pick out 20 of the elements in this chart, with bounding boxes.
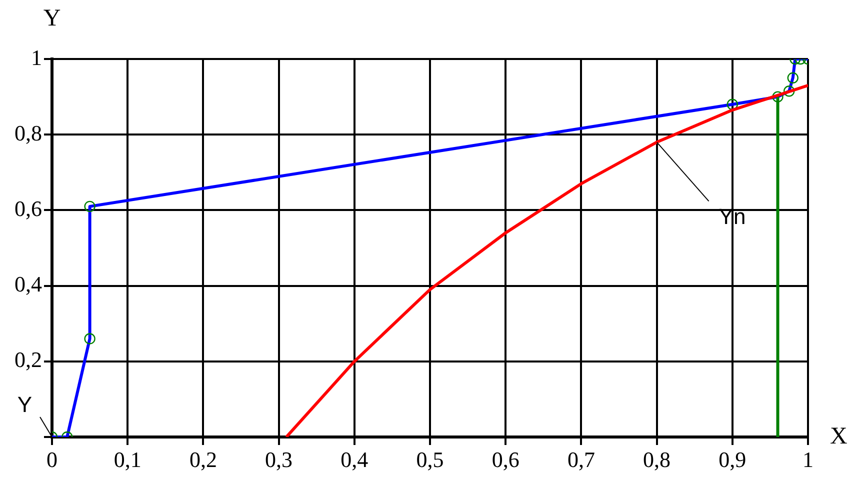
x-tick-label: 0,1 bbox=[114, 446, 142, 472]
x-tick-label: 0,9 bbox=[718, 446, 746, 472]
y-axis-title: Y bbox=[43, 5, 61, 32]
y-tick-label: 0,8 bbox=[14, 120, 42, 146]
x-axis-title: X bbox=[830, 423, 848, 450]
y-tick-label: 0,4 bbox=[14, 272, 42, 297]
annotation: Y bbox=[17, 392, 32, 418]
x-tick-label: 0,7 bbox=[567, 446, 595, 472]
y-tick-label: 0,6 bbox=[14, 196, 42, 221]
y-tick-label: 1 bbox=[31, 44, 42, 70]
x-tick-label: 0,4 bbox=[340, 446, 368, 472]
x-tick-label: 0,8 bbox=[643, 446, 671, 472]
x-tick-label: 0,5 bbox=[416, 446, 444, 472]
x-tick-label: 0,6 bbox=[492, 446, 520, 472]
x-tick-label: 1 bbox=[802, 446, 814, 472]
y-tick-label: 0,2 bbox=[14, 347, 42, 372]
point bbox=[772, 91, 784, 102]
x-tick-label: 0,3 bbox=[265, 446, 293, 472]
x-tick-label: 0,2 bbox=[189, 446, 217, 472]
x-tick-label: 0 bbox=[46, 446, 58, 472]
